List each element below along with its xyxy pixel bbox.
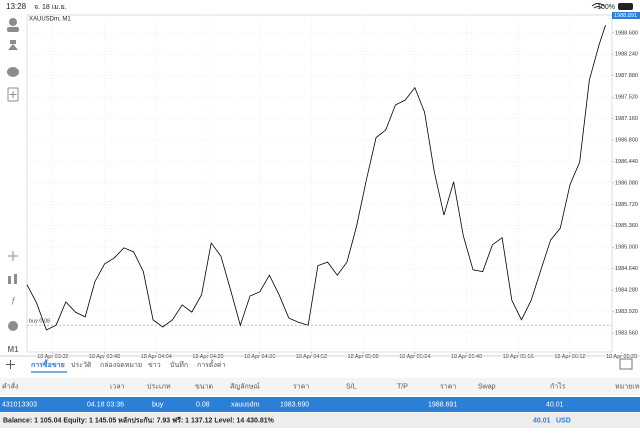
x-tick-label: 18 Apr 04:04: [141, 354, 172, 360]
y-tick-label: 1987.520: [615, 95, 638, 101]
table-header: คำสั่ง เวลา ประเภท ขนาด สัญลักษณ์ ราคา S/L T/P ร…: [2, 381, 640, 390]
table-cell: 1983.690: [280, 401, 309, 408]
y-tick-label: 1983.560: [615, 330, 638, 336]
table-header-bg: [0, 378, 640, 395]
sidebar: f: [7, 18, 19, 331]
price-line: [26, 24, 606, 331]
table-row-bg[interactable]: [0, 397, 640, 412]
status-battery: 100%: [597, 4, 615, 11]
y-tick-label: 1988.240: [615, 52, 638, 58]
order-label: buy 0.08: [29, 319, 50, 325]
chart-frame: [26, 14, 613, 353]
y-tick-label: 1985.720: [615, 202, 638, 208]
table-row: 431013303 04.18 03:36 buy 0.08 xauusdm 1983.6…: [2, 401, 564, 408]
account-icon[interactable]: [9, 18, 17, 26]
bars-icon[interactable]: [8, 276, 11, 284]
table-header-cell: สัญลักษณ์: [230, 382, 260, 390]
x-tick-label: 18 Apr 05:24: [399, 354, 430, 360]
table-cell: xauusdm: [231, 401, 260, 408]
tab[interactable]: กล่องจดหมาย: [100, 362, 142, 369]
summary-text: Balance: 1 105.04 Equity: 1 145.05 หลักป…: [3, 416, 275, 424]
y-tick-label: 1985.360: [615, 223, 638, 229]
table-cell: 40.01: [546, 401, 564, 408]
table-header-cell: เวลา: [110, 383, 125, 390]
x-tick-label: 18 Apr 06:12: [554, 354, 585, 360]
table-header-cell: ราคา: [440, 383, 456, 390]
y-tick-label: 1984.640: [615, 266, 638, 272]
table-header-cell: คำสั่ง: [2, 381, 18, 390]
y-tick-label: 1986.080: [615, 180, 638, 186]
tab[interactable]: การซื้อขาย: [31, 358, 65, 369]
table-header-cell: หมายเหตุ: [615, 383, 640, 390]
x-tick-label: 18 Apr 04:52: [296, 354, 327, 360]
x-tick-label: 18 Apr 04:36: [244, 354, 275, 360]
y-tick-label: 1986.440: [615, 159, 638, 165]
add-button[interactable]: [6, 360, 15, 369]
tab[interactable]: ข่าว: [148, 362, 161, 369]
timeframe[interactable]: M1: [7, 345, 19, 354]
x-tick-label: 18 Apr 05:08: [348, 354, 379, 360]
battery-icon: [618, 3, 633, 10]
y-tick-label: 1983.920: [615, 309, 638, 315]
x-tick-label: 18 Apr 06:28: [606, 354, 637, 360]
table-header-cell: ราคา: [293, 383, 309, 390]
new-order-icon[interactable]: [7, 87, 19, 102]
table-header-cell: S/L: [346, 383, 357, 390]
table-cell: 431013303: [2, 401, 37, 408]
wifi-icon: [591, 3, 605, 9]
tab[interactable]: ประวัติ: [71, 361, 92, 369]
table-header-cell: ประเภท: [147, 383, 171, 390]
table-cell: 04.18 03:36: [87, 401, 124, 408]
table-header-cell: กำไร: [550, 381, 566, 390]
table-cell: buy: [152, 401, 164, 408]
summary-currency: USD: [556, 417, 571, 424]
summary-profit: 40.01: [533, 417, 551, 424]
table-header-cell: T/P: [397, 383, 408, 390]
new-order-plus: [9, 91, 17, 98]
x-tick-label: 18 Apr 03:32: [37, 354, 68, 360]
y-tick-label: 1986.800: [615, 137, 638, 143]
status-date: จ. 18 เม.ย.: [34, 4, 67, 11]
x-tick-label: 18 Apr 05:56: [503, 354, 534, 360]
crosshair-icon[interactable]: [8, 251, 18, 261]
status-time: 13:28: [6, 2, 27, 11]
tab[interactable]: บันทึก: [170, 360, 188, 369]
tabs: การซื้อขาย ประวัติ กล่องจดหมาย ข่าว บันทึก กา…: [31, 358, 226, 373]
y-tick-label: 1987.880: [615, 73, 638, 79]
chart-title: XAUUSDm, M1: [29, 17, 71, 23]
y-tick-label: 1987.160: [615, 116, 638, 122]
x-tick-label: 18 Apr 05:40: [451, 354, 482, 360]
current-price-box: [612, 12, 640, 20]
objects-icon[interactable]: [8, 321, 18, 331]
current-price-label: 1988.891: [614, 13, 637, 19]
account-icon-body: [7, 27, 19, 32]
x-tick-label: 18 Apr 03:48: [89, 354, 120, 360]
summary-bg: [0, 413, 640, 428]
table-header-cell: ขนาด: [195, 383, 213, 390]
chat-icon[interactable]: [7, 67, 19, 77]
layout-icon[interactable]: [619, 358, 633, 370]
y-tick-label: 1985.000: [615, 245, 638, 251]
indicator-icon[interactable]: f: [12, 297, 16, 308]
y-tick-label: 1984.280: [615, 288, 638, 294]
table-cell: 0.08: [196, 401, 210, 408]
x-tick-label: 18 Apr 04:20: [192, 354, 223, 360]
y-tick-label: 1988.600: [615, 30, 638, 36]
chart-layer: 1983.560 1983.920 1984.280 1984.640 1985.000…: [26, 12, 640, 360]
table-cell: 1988.691: [428, 401, 457, 408]
trade-icon[interactable]: [8, 40, 18, 50]
tab[interactable]: การตั้งค่า: [197, 358, 226, 369]
table-header-cell: Swap: [478, 383, 496, 390]
bars-icon-2: [14, 274, 17, 284]
